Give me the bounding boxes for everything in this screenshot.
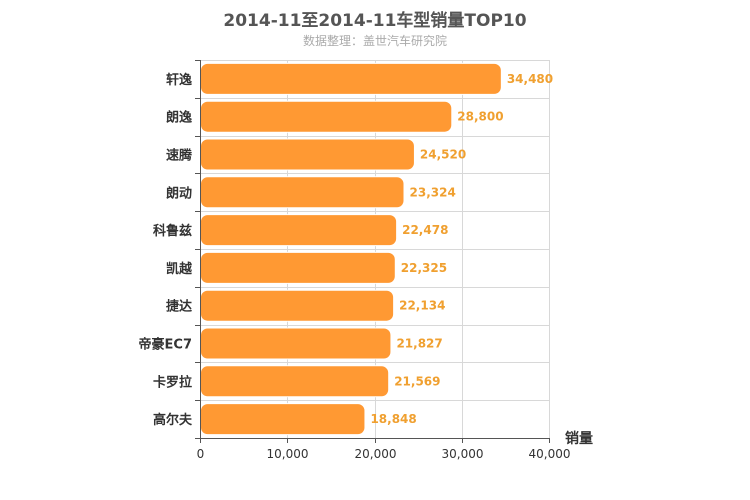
category-label: 帝豪EC7	[139, 337, 192, 353]
bar	[200, 214, 398, 247]
value-label: 34,480	[507, 72, 553, 86]
bar-layer	[200, 62, 502, 436]
chart-subtitle: 数据整理：盖世汽车研究院	[302, 34, 447, 48]
bar	[200, 62, 502, 95]
value-label: 28,800	[457, 110, 503, 124]
category-label: 凯越	[166, 261, 193, 277]
category-label: 朗逸	[166, 110, 192, 126]
value-label: 22,134	[399, 299, 445, 313]
category-label: 科鲁兹	[153, 223, 192, 239]
x-axis-title: 销量	[565, 430, 593, 447]
value-label: 22,325	[401, 261, 447, 275]
x-tick-label: 0	[197, 447, 205, 461]
value-label: 23,324	[410, 185, 456, 199]
bar	[200, 176, 405, 209]
category-label: 轩逸	[166, 72, 192, 88]
category-label: 朗动	[166, 185, 192, 201]
bar	[200, 251, 396, 284]
x-tick-label: 10,000	[267, 447, 309, 461]
bar	[200, 100, 453, 133]
x-tick-label: 40,000	[529, 447, 571, 461]
x-tick-label: 30,000	[442, 447, 484, 461]
category-label: 高尔夫	[153, 412, 193, 428]
label-layer: 34,480 轩逸 28,800 朗逸 24,520 速腾 23,324 朗动 22,478 科鲁…	[139, 72, 554, 428]
value-label: 21,827	[396, 337, 442, 351]
value-label: 18,848	[370, 412, 416, 426]
x-tick-label: 20,000	[355, 447, 397, 461]
category-label: 卡罗拉	[153, 374, 192, 390]
value-label: 22,478	[402, 223, 448, 237]
axis-layer: 0 10,000 20,000 30,000 40,000	[195, 60, 571, 461]
value-label: 21,569	[394, 374, 440, 388]
chart-title: 2014-11至2014-11车型销量TOP10	[223, 11, 527, 31]
bar	[200, 138, 415, 171]
bar	[200, 365, 390, 398]
category-label: 捷达	[166, 299, 192, 315]
bar	[200, 327, 392, 360]
category-label: 速腾	[166, 148, 193, 164]
bar	[200, 403, 366, 436]
bar	[200, 289, 395, 322]
value-label: 24,520	[420, 148, 466, 162]
